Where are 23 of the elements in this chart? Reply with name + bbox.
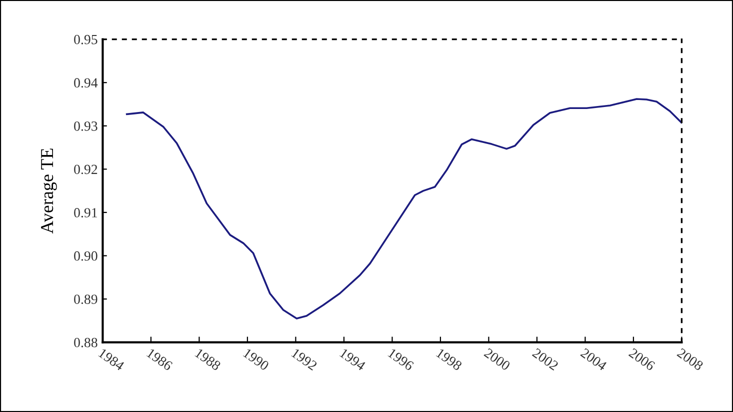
y-axis-title: Average TE [41,148,57,234]
x-tick-label: 1988 [194,348,222,371]
x-tick-label: 2004 [580,348,608,371]
x-tick-label: 2006 [628,348,656,371]
y-tick-label: 0.91 [74,208,98,218]
y-tick-label: 0.94 [74,78,98,88]
y-tick-label: 0.95 [74,34,98,44]
x-tick-label: 2002 [532,348,559,371]
x-tick-label: 1990 [242,348,270,371]
x-tick-label: 2000 [484,348,511,371]
y-tick-label: 0.89 [74,294,98,304]
line-series [126,98,682,320]
y-tick-label: 0.93 [74,121,98,131]
x-tick-label: 1994 [339,348,366,371]
x-tick-label: 1992 [291,348,318,371]
y-tick-label: 0.88 [74,338,98,348]
y-tick-label: 0.92 [74,164,98,174]
x-tick-label: 1984 [98,348,126,371]
x-tick-label: 1986 [146,348,174,371]
x-tick-label: 1998 [436,348,463,371]
x-tick-label: 2008 [676,348,704,371]
x-tick-label: 1996 [388,348,414,371]
y-tick-label: 0.90 [74,251,98,261]
